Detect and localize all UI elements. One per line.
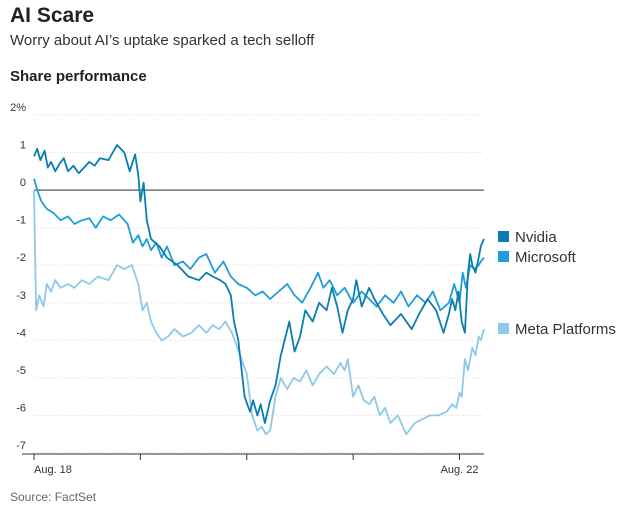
y-tick-label: -6 [16, 402, 26, 414]
y-tick-label: -4 [16, 327, 26, 339]
y-tick-label: -3 [16, 290, 26, 302]
x-tick-label: Aug. 18 [34, 464, 72, 476]
series-line-nvidia [33, 144, 485, 424]
legend-swatch-microsoft [498, 251, 509, 262]
legend-swatch-meta-platforms [498, 323, 509, 334]
series-line-microsoft [33, 178, 485, 312]
legend: Nvidia Microsoft Meta Platforms [498, 229, 616, 338]
y-tick-label: -2 [16, 252, 26, 264]
y-tick-label: 0 [20, 177, 26, 189]
chart-title: AI Scare [10, 4, 95, 27]
series-line-meta-platforms [33, 190, 485, 436]
source-note: Source: FactSet [10, 490, 97, 504]
y-tick-label: -5 [16, 365, 26, 377]
legend-swatch-nvidia [498, 231, 509, 242]
line-chart: 2% 1 0 -1 -2 -3 -4 -5 -6 -7 Aug. 18 Aug. 22 Nvidia… [10, 102, 616, 476]
legend-label-nvidia: Nvidia [515, 229, 557, 246]
section-label: Share performance [10, 68, 147, 85]
legend-label-microsoft: Microsoft [515, 249, 577, 266]
y-axis: 2% 1 0 -1 -2 -3 -4 -5 -6 -7 [10, 102, 26, 452]
chart-subtitle: Worry about AI’s uptake sparked a tech s… [10, 32, 315, 49]
x-axis: Aug. 18 Aug. 22 [22, 453, 484, 476]
grid-lines [34, 114, 484, 454]
y-tick-label: -1 [16, 215, 26, 227]
series-lines [33, 144, 485, 436]
x-tick-label: Aug. 22 [441, 464, 479, 476]
legend-label-meta-platforms: Meta Platforms [515, 321, 616, 338]
y-tick-label: -7 [16, 440, 26, 452]
y-tick-label: 2% [10, 102, 26, 114]
y-tick-label: 1 [20, 140, 26, 152]
